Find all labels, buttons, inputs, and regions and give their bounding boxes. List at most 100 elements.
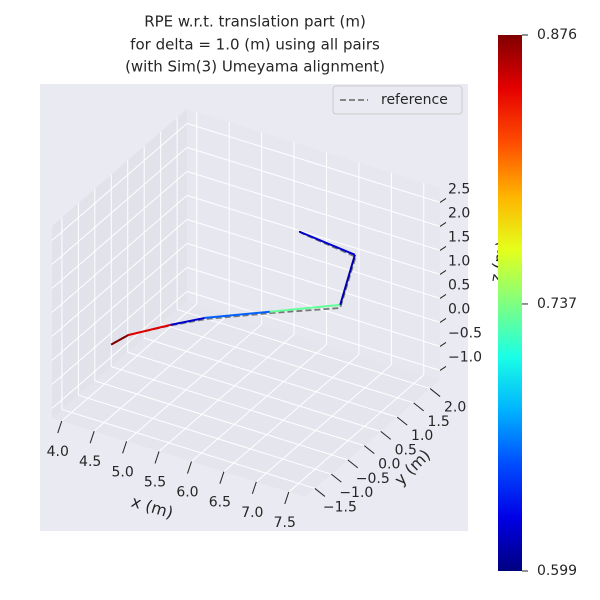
grid-line [186, 290, 441, 371]
tick-mark [284, 491, 290, 505]
x-tick-label: 4.0 [47, 444, 69, 460]
tick-mark [347, 459, 359, 469]
grid-line [186, 242, 441, 323]
grid-line [126, 323, 262, 442]
trajectory-segment [204, 310, 270, 319]
z-tick-label: −0.5 [448, 325, 482, 341]
tick-mark [122, 441, 128, 454]
tick-mark [396, 416, 408, 426]
colorbar [498, 35, 522, 571]
y-tick-label: −0.5 [356, 471, 390, 487]
chart-title: RPE w.r.t. translation part (m) [144, 13, 366, 31]
trajectory-point [298, 230, 301, 233]
grid-line [51, 147, 188, 265]
trajectory-segment [269, 303, 341, 313]
grid-line [223, 354, 360, 473]
grid-line [111, 366, 365, 447]
tick-mark [57, 420, 63, 434]
grid-line [127, 351, 381, 432]
y-tick-label: 1.0 [411, 428, 433, 444]
grid-line [176, 309, 431, 390]
tick-mark [363, 445, 375, 455]
x-tick-label: 6.5 [209, 495, 231, 511]
grid-line [186, 146, 441, 227]
tick-mark [413, 402, 424, 412]
trajectory-segment [127, 323, 171, 337]
trajectory-segment [110, 334, 129, 346]
grid-line [51, 243, 188, 361]
x-tick-label: 4.5 [79, 454, 101, 470]
y-tick-label: 2.0 [444, 400, 466, 416]
x-tick-label: 7.0 [241, 505, 263, 521]
tick-mark [439, 341, 447, 347]
grid-line [51, 123, 188, 241]
pane-back [187, 109, 440, 380]
chart-title: (with Sim(3) Umeyama alignment) [125, 58, 385, 76]
grid-line [256, 364, 392, 483]
trajectory-segment [170, 316, 205, 326]
grid-line [158, 334, 295, 452]
z-tick-label: 2.0 [448, 205, 470, 221]
tick-mark [314, 488, 326, 497]
y-tick-label: −1.5 [323, 499, 357, 515]
reference-line [111, 231, 357, 345]
tick-mark [439, 245, 447, 251]
grid-line [186, 170, 441, 251]
tick-mark [187, 461, 192, 474]
tick-mark [380, 430, 392, 440]
grid-line [186, 218, 441, 299]
pane-floor [52, 301, 440, 497]
legend-label: reference [381, 92, 448, 108]
y-tick-label: −1.0 [339, 485, 373, 501]
z-tick-label: 1.0 [448, 253, 470, 269]
grid-line [51, 267, 188, 385]
tick-mark [439, 317, 447, 323]
grid-line [51, 195, 188, 313]
z-tick-label: 0.0 [448, 301, 470, 317]
trajectory-segment [299, 230, 356, 256]
tick-mark [439, 269, 447, 275]
grid-line [78, 394, 332, 475]
grid-line [94, 380, 348, 461]
z-tick-label: 0.5 [448, 277, 470, 293]
grid-line [288, 374, 425, 493]
colorbar-tick-label: 0.599 [537, 563, 577, 579]
tick-mark [154, 451, 160, 464]
x-tick-label: 5.5 [144, 474, 166, 490]
y-tick-label: 0.5 [395, 442, 417, 458]
z-tick-label: 2.5 [448, 181, 470, 197]
chart-title: for delta = 1.0 (m) using all pairs [130, 36, 380, 54]
tick-mark [439, 365, 447, 371]
grid-line [160, 323, 414, 404]
x-tick-label: 5.0 [111, 464, 133, 480]
tick-mark [429, 388, 441, 397]
colorbar-tick-label: 0.737 [537, 296, 577, 312]
trajectory-segment [339, 254, 356, 306]
grid-line [191, 344, 327, 462]
x-tick-label: 6.0 [176, 485, 198, 501]
z-tick-label: −1.0 [448, 349, 482, 365]
y-tick-label: 1.5 [428, 414, 450, 430]
grid-line [186, 194, 441, 275]
colorbar-tick-label: 0.876 [537, 27, 577, 43]
tick-mark [331, 473, 342, 483]
legend-box [332, 85, 463, 115]
tick-mark [439, 293, 447, 299]
tick-mark [439, 221, 447, 227]
grid-line [186, 122, 441, 203]
z-tick-label: 1.5 [448, 229, 470, 245]
tick-mark [251, 481, 257, 494]
grid-line [51, 171, 188, 289]
grid-line [93, 313, 230, 432]
x-tick-label: 7.5 [274, 515, 296, 531]
grid-line [51, 291, 188, 409]
tick-mark [89, 431, 95, 444]
grid-line [51, 219, 188, 337]
y-tick-label: 0.0 [378, 457, 400, 473]
pane-left [52, 109, 187, 418]
tick-mark [439, 197, 447, 203]
tick-mark [219, 471, 225, 484]
grid-line [144, 337, 398, 418]
grid-line [61, 408, 316, 489]
